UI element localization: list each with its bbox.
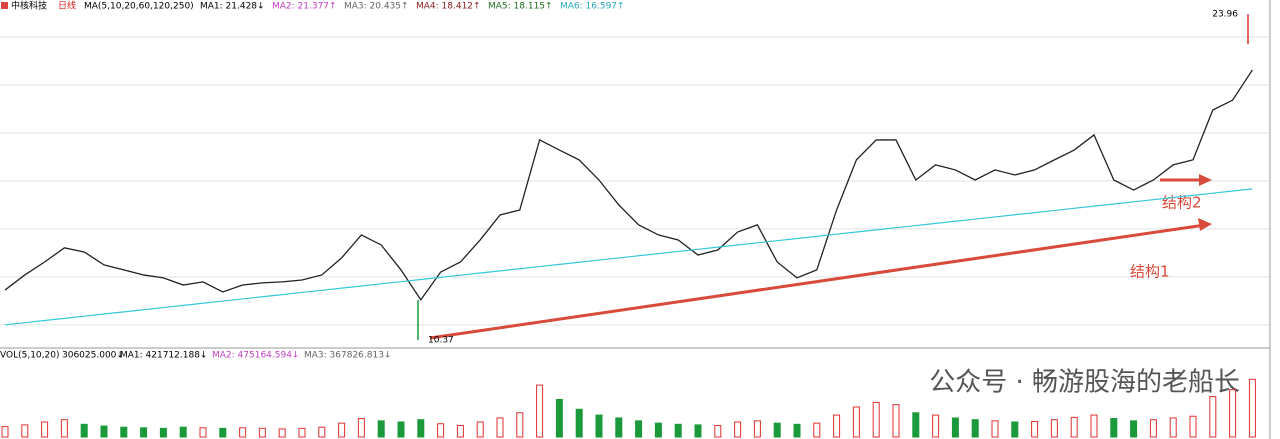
- volume-bar: [377, 420, 385, 438]
- volume-bar: [694, 424, 702, 438]
- volume-bar: [516, 412, 524, 438]
- volume-bar: [635, 420, 643, 438]
- volume-bar: [357, 418, 365, 438]
- annotation: 结构1: [1130, 263, 1170, 281]
- volume-bar: [833, 414, 841, 438]
- volume-bar: [437, 423, 445, 438]
- arrow-1: [429, 223, 1206, 340]
- vol-spec: VOL(5,10,20): [0, 351, 59, 361]
- volume-bar: [575, 408, 583, 438]
- ma-value: MA4: 18.412↑: [416, 2, 481, 12]
- volume-bar: [1, 426, 9, 438]
- volume-bar: [1248, 378, 1256, 438]
- volume-bar: [1011, 421, 1019, 438]
- volume-bar: [159, 427, 167, 438]
- volume-bar: [41, 421, 49, 438]
- price-line: [4, 188, 1253, 326]
- vol-value: 306025.000↓: [62, 351, 124, 361]
- volume-bar: [219, 427, 227, 438]
- ma-value: MA5: 18.115↑: [488, 2, 553, 12]
- period: 日线: [58, 0, 76, 12]
- volume-bar: [1229, 389, 1237, 438]
- volume-bar: [773, 422, 781, 438]
- volume-bar: [258, 427, 266, 438]
- volume-bar: [714, 424, 722, 438]
- watermark: 公众号 · 畅游股海的老船长: [929, 368, 1240, 398]
- high-label: 23.96: [1212, 10, 1238, 20]
- volume-bar: [417, 419, 425, 438]
- volume-bar: [536, 384, 544, 438]
- volume-bar: [654, 422, 662, 438]
- volume-bar: [239, 427, 247, 438]
- arrowhead: [1198, 218, 1212, 231]
- volume-bar: [753, 420, 761, 438]
- volume-bar: [496, 417, 504, 438]
- ma-value: MA1: 21.428↓: [200, 2, 265, 12]
- volume-bar: [21, 424, 29, 438]
- volume-bar: [338, 422, 346, 438]
- volume-bar: [397, 421, 405, 438]
- volume-bar: [179, 426, 187, 438]
- volume-bar: [1050, 419, 1058, 438]
- price-line: [4, 69, 1253, 302]
- volume-bar: [120, 426, 128, 438]
- ma-value: MA2: 21.377↑: [272, 2, 337, 12]
- volume-bar: [991, 420, 999, 438]
- volume-bar: [1209, 396, 1217, 438]
- volume-bar: [100, 425, 108, 438]
- volume-bar: [318, 426, 326, 438]
- volume-bar: [298, 427, 306, 438]
- ma-value: MA6: 16.597↑: [560, 2, 625, 12]
- volume-bar: [60, 419, 68, 438]
- stock-name: 中核科技: [11, 0, 47, 12]
- volume-bar: [199, 427, 207, 438]
- volume-bar: [1070, 416, 1078, 438]
- volume-bar: [734, 421, 742, 438]
- ma-value: MA3: 20.435↑: [344, 2, 409, 12]
- volume-bar: [912, 412, 920, 438]
- volume-bar: [892, 404, 900, 438]
- volume-bar: [872, 401, 880, 438]
- volume-bar: [852, 406, 860, 438]
- volume-bar: [674, 423, 682, 438]
- volume-bar: [1189, 415, 1197, 438]
- vol-ma-value: MA1: 421712.188↓: [120, 351, 207, 361]
- vol-ma-value: MA2: 475164.594↓: [212, 351, 299, 361]
- volume-bar: [80, 423, 88, 438]
- low-label: 10.37: [428, 335, 454, 345]
- icon: [1, 2, 8, 9]
- volume-bar: [1169, 417, 1177, 438]
- vol-ma-value: MA3: 367826.813↓: [304, 351, 391, 361]
- volume-bar: [456, 424, 464, 438]
- arrowhead: [1199, 174, 1212, 186]
- volume-bar: [1130, 420, 1138, 438]
- volume-bar: [793, 423, 801, 438]
- volume-bar: [971, 419, 979, 438]
- volume-bar: [476, 421, 484, 438]
- ma-spec: MA(5,10,20,60,120,250): [84, 2, 194, 12]
- volume-bar: [1090, 414, 1098, 438]
- volume-bar: [813, 422, 821, 438]
- volume-bar: [932, 414, 940, 438]
- volume-bar: [1110, 418, 1118, 438]
- volume-bar: [278, 428, 286, 438]
- arrows: [429, 174, 1212, 340]
- volume-bar: [595, 414, 603, 438]
- volume-bar: [1149, 419, 1157, 438]
- volume-bar: [140, 427, 148, 438]
- volume-bar: [615, 417, 623, 438]
- volume-bar: [951, 417, 959, 438]
- volume-bar: [555, 399, 563, 438]
- volume-bar: [1031, 420, 1039, 438]
